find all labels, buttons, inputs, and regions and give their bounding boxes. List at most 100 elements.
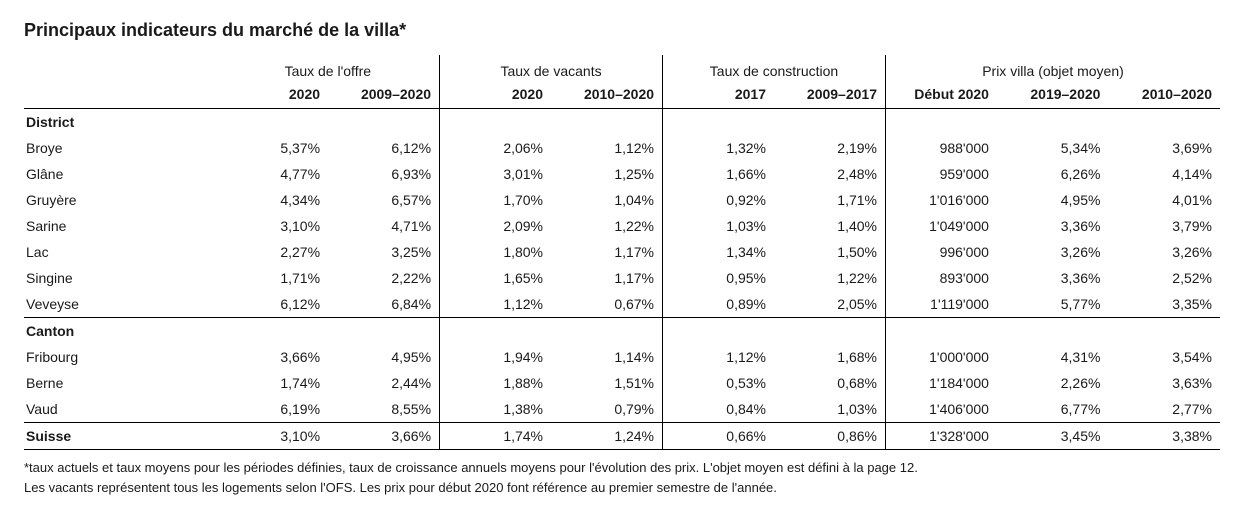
table-row: Berne 1,74%2,44%1,88%1,51%0,53%0,68%1'18… <box>24 370 1220 396</box>
row-label: Suisse <box>24 423 217 450</box>
table-cell: 1,14% <box>551 344 663 370</box>
section-header: District <box>24 109 217 136</box>
row-label: Lac <box>24 239 217 265</box>
row-label: Veveyse <box>24 291 217 318</box>
table-cell: 6,19% <box>217 396 328 423</box>
table-cell: 8,55% <box>328 396 439 423</box>
table-cell: 1'406'000 <box>885 396 996 423</box>
table-cell: 5,34% <box>997 135 1108 161</box>
table-cell: 1'016'000 <box>885 187 996 213</box>
table-cell: 1,74% <box>440 423 551 450</box>
table-cell: 2,52% <box>1108 265 1220 291</box>
table-cell: 5,77% <box>997 291 1108 318</box>
footnote-line: *taux actuels et taux moyens pour les pé… <box>24 460 918 475</box>
table-cell: 4,77% <box>217 161 328 187</box>
table-cell: 1,34% <box>663 239 774 265</box>
table-cell: 4,71% <box>328 213 439 239</box>
table-cell: 3,10% <box>217 213 328 239</box>
section-header: Canton <box>24 318 217 345</box>
table-cell: 6,84% <box>328 291 439 318</box>
table-cell: 5,37% <box>217 135 328 161</box>
table-cell <box>997 109 1108 136</box>
table-cell: 3,26% <box>997 239 1108 265</box>
table-cell: 0,66% <box>663 423 774 450</box>
table-cell <box>551 109 663 136</box>
table-cell: 1,38% <box>440 396 551 423</box>
table-cell: 0,92% <box>663 187 774 213</box>
table-cell <box>217 318 328 345</box>
table-cell: 1,03% <box>663 213 774 239</box>
table-cell: 893'000 <box>885 265 996 291</box>
table-cell: 3,79% <box>1108 213 1220 239</box>
table-cell: 0,86% <box>774 423 885 450</box>
group-header: Taux de l'offre <box>217 55 440 81</box>
row-label: Glâne <box>24 161 217 187</box>
table-cell: 0,53% <box>663 370 774 396</box>
row-label: Broye <box>24 135 217 161</box>
footnote-line: Les vacants représentent tous les logeme… <box>24 480 777 495</box>
table-cell: 6,93% <box>328 161 439 187</box>
table-cell: 6,77% <box>997 396 1108 423</box>
table-cell <box>217 109 328 136</box>
table-cell: 6,26% <box>997 161 1108 187</box>
table-row: Singine 1,71%2,22%1,65%1,17%0,95%1,22%89… <box>24 265 1220 291</box>
table-cell: 959'000 <box>885 161 996 187</box>
table-cell: 1,32% <box>663 135 774 161</box>
header-blank <box>24 81 217 109</box>
col-header: 2020 <box>217 81 328 109</box>
table-cell: 1,24% <box>551 423 663 450</box>
table-cell: 1'184'000 <box>885 370 996 396</box>
col-header: 2017 <box>663 81 774 109</box>
table-cell: 3,10% <box>217 423 328 450</box>
col-header: 2019–2020 <box>997 81 1108 109</box>
table-cell <box>774 318 885 345</box>
row-label: Fribourg <box>24 344 217 370</box>
table-cell: 3,35% <box>1108 291 1220 318</box>
table-cell: 1,51% <box>551 370 663 396</box>
table-row: Suisse 3,10%3,66%1,74%1,24%0,66%0,86%1'3… <box>24 423 1220 450</box>
table-cell: 1,71% <box>217 265 328 291</box>
table-cell: 4,95% <box>997 187 1108 213</box>
table-cell <box>1108 318 1220 345</box>
table-cell: 6,12% <box>328 135 439 161</box>
table-cell: 1,04% <box>551 187 663 213</box>
table-cell: 0,95% <box>663 265 774 291</box>
table-cell: 1'328'000 <box>885 423 996 450</box>
col-header: 2020 <box>440 81 551 109</box>
table-cell: 988'000 <box>885 135 996 161</box>
table-row: Lac 2,27%3,25%1,80%1,17%1,34%1,50%996'00… <box>24 239 1220 265</box>
table-cell: 1,40% <box>774 213 885 239</box>
table-cell: 2,05% <box>774 291 885 318</box>
group-header: Taux de vacants <box>440 55 663 81</box>
table-cell <box>885 109 996 136</box>
table-cell: 2,27% <box>217 239 328 265</box>
row-label: Sarine <box>24 213 217 239</box>
table-cell <box>1108 109 1220 136</box>
table-cell: 996'000 <box>885 239 996 265</box>
table-cell: 4,14% <box>1108 161 1220 187</box>
table-cell: 1'000'000 <box>885 344 996 370</box>
table-cell: 1,50% <box>774 239 885 265</box>
table-cell <box>440 109 551 136</box>
table-cell <box>663 318 774 345</box>
table-cell: 4,31% <box>997 344 1108 370</box>
table-cell <box>551 318 663 345</box>
table-cell: 3,54% <box>1108 344 1220 370</box>
indicators-table: Taux de l'offre Taux de vacants Taux de … <box>24 55 1220 450</box>
table-cell: 3,63% <box>1108 370 1220 396</box>
row-label: Singine <box>24 265 217 291</box>
table-cell: 2,19% <box>774 135 885 161</box>
table-cell: 1'119'000 <box>885 291 996 318</box>
table-cell <box>328 109 439 136</box>
table-cell: 1,65% <box>440 265 551 291</box>
table-cell: 1,70% <box>440 187 551 213</box>
table-cell: 3,25% <box>328 239 439 265</box>
table-cell: 0,84% <box>663 396 774 423</box>
col-header: 2010–2020 <box>1108 81 1220 109</box>
table-cell: 1,03% <box>774 396 885 423</box>
col-header: 2009–2017 <box>774 81 885 109</box>
table-cell: 0,67% <box>551 291 663 318</box>
table-cell: 1'049'000 <box>885 213 996 239</box>
table-cell <box>440 318 551 345</box>
table-cell: 1,80% <box>440 239 551 265</box>
